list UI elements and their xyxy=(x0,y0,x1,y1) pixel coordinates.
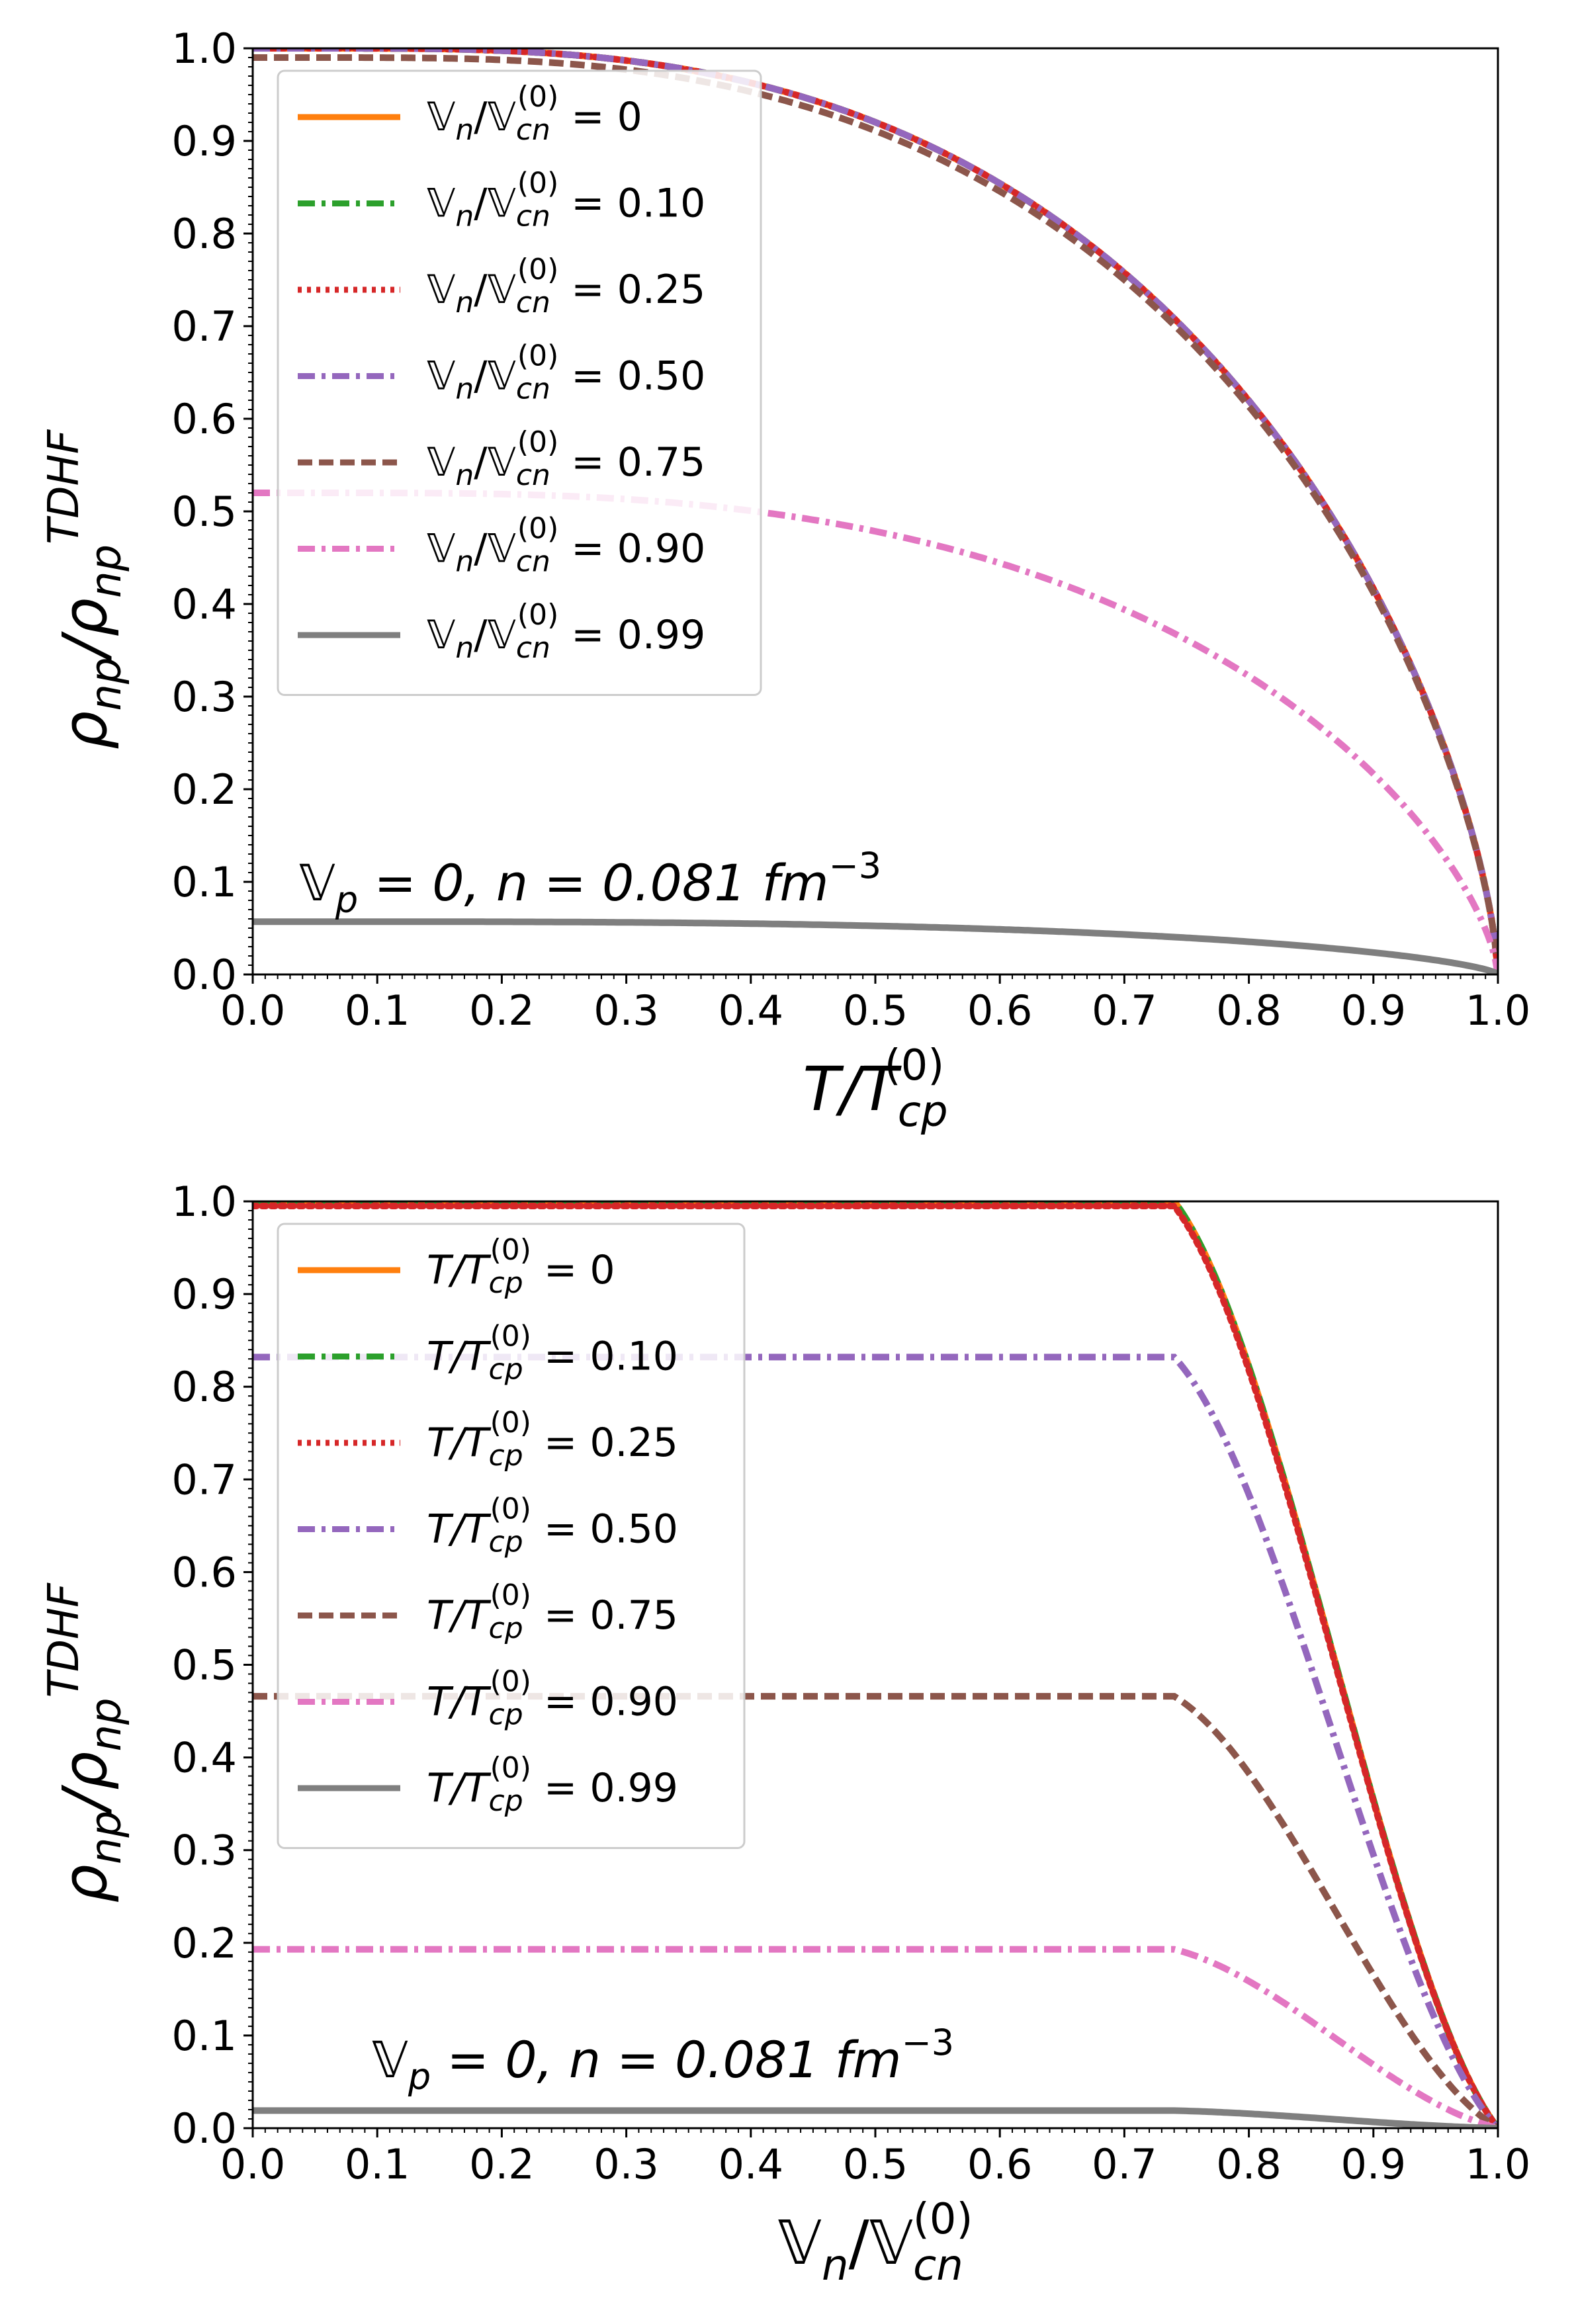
y-axis-label: ρnp/ρnpTDHF xyxy=(40,1582,131,1903)
x-tick-label: 0.1 xyxy=(345,2140,410,2188)
legend-label-0: T/Tcp(0) = 0 xyxy=(427,1233,615,1300)
series-line-0.75 xyxy=(253,54,1498,974)
x-tick-label: 0.2 xyxy=(469,986,535,1035)
series-line-0.50 xyxy=(253,48,1498,974)
y-tick-label: 0.9 xyxy=(171,117,237,165)
x-tick-label: 0.7 xyxy=(1092,986,1157,1035)
chart-panel-2: 0.0 0.1 0.2 0.3 0.4 0.5 0.6 0.7 0.8 0.9 1.0 0.0 0.1 0… xyxy=(40,1178,1530,2290)
y-tick-label: 0.7 xyxy=(171,1455,237,1504)
x-tick-label: 0.5 xyxy=(843,986,908,1035)
x-tick-label: 0.0 xyxy=(220,2140,286,2188)
y-tick-label: 1.0 xyxy=(171,1178,237,1226)
series-line-0.75 xyxy=(253,1693,1498,2128)
legend: T/Tcp(0) = 0 T/Tcp(0) = 0.10 T/Tcp(0) = 0.… xyxy=(277,1223,746,1849)
y-tick-label: 0.2 xyxy=(171,1919,237,1967)
y-tick-label: 0.1 xyxy=(171,2012,237,2060)
y-tick-label: 0.9 xyxy=(171,1270,237,1318)
legend-label-0.25: 𝕍n/𝕍cn(0) = 0.25 xyxy=(427,253,705,320)
x-tick-label: 1.0 xyxy=(1465,986,1531,1035)
y-tick-label: 0.1 xyxy=(171,858,237,906)
y-tick-label: 0.3 xyxy=(171,1827,237,1875)
legend-label-0.90: T/Tcp(0) = 0.90 xyxy=(427,1665,678,1732)
x-tick-label: 0.7 xyxy=(1092,2140,1157,2188)
x-tick-label: 0.4 xyxy=(718,2140,783,2188)
x-tick-label: 0.0 xyxy=(220,986,286,1035)
x-tick-label: 0.1 xyxy=(345,986,410,1035)
x-tick-label: 1.0 xyxy=(1465,2140,1531,2188)
y-tick-label: 0.6 xyxy=(171,395,237,443)
x-tick-label: 0.9 xyxy=(1340,986,1406,1035)
y-tick-label: 0.0 xyxy=(171,2104,237,2153)
y-axis-label: ρnp/ρnpTDHF xyxy=(40,429,131,750)
y-tick-label: 0.5 xyxy=(171,488,237,536)
legend-label-0.99: T/Tcp(0) = 0.99 xyxy=(427,1751,678,1818)
y-tick-label: 1.0 xyxy=(171,24,237,73)
legend-label-0.50: T/Tcp(0) = 0.50 xyxy=(427,1492,678,1559)
x-tick-label: 0.6 xyxy=(967,986,1033,1035)
x-tick-label: 0.4 xyxy=(718,986,783,1035)
legend-box xyxy=(277,69,762,696)
x-axis-label: T/Tcp(0) xyxy=(803,1041,947,1137)
legend-label-0.90: 𝕍n/𝕍cn(0) = 0.90 xyxy=(427,512,705,579)
x-tick-label: 0.3 xyxy=(593,2140,659,2188)
axis-ticks: 0.0 0.1 0.2 0.3 0.4 0.5 0.6 0.7 0.8 0.9 1.0 0.0 0.1 0… xyxy=(171,1178,1530,2188)
y-tick-label: 0.6 xyxy=(171,1548,237,1596)
legend-box xyxy=(277,1223,746,1849)
legend-label-0.10: 𝕍n/𝕍cn(0) = 0.10 xyxy=(427,167,705,234)
x-tick-label: 0.2 xyxy=(469,2140,535,2188)
series-line-0.99 xyxy=(253,918,1498,974)
y-tick-label: 0.5 xyxy=(171,1641,237,1690)
series-line-0.90 xyxy=(253,1946,1498,2128)
y-tick-label: 0.4 xyxy=(171,580,237,628)
y-tick-label: 0.4 xyxy=(171,1734,237,1782)
legend-label-0: 𝕍n/𝕍cn(0) = 0 xyxy=(427,80,642,147)
legend-label-0.99: 𝕍n/𝕍cn(0) = 0.99 xyxy=(427,598,705,665)
x-tick-label: 0.5 xyxy=(843,2140,908,2188)
legend-label-0.50: 𝕍n/𝕍cn(0) = 0.50 xyxy=(427,339,705,406)
x-tick-label: 0.6 xyxy=(967,2140,1033,2188)
x-axis-label: 𝕍n/𝕍cn(0) xyxy=(778,2195,973,2290)
series-line-0.99 xyxy=(253,2107,1498,2128)
legend-label-0.10: T/Tcp(0) = 0.10 xyxy=(427,1320,678,1387)
y-tick-label: 0.8 xyxy=(171,1363,237,1411)
legend-label-0.25: T/Tcp(0) = 0.25 xyxy=(427,1406,678,1473)
legend-label-0.75: T/Tcp(0) = 0.75 xyxy=(427,1578,678,1645)
chart-panel-1: 0.0 0.1 0.2 0.3 0.4 0.5 0.6 0.7 0.8 0.9 1.0 0.0 0.1 0… xyxy=(40,24,1530,1137)
legend: 𝕍n/𝕍cn(0) = 0 𝕍n/𝕍cn(0) = 0.10 𝕍n/𝕍cn(0) =… xyxy=(277,69,762,696)
annotation-text: 𝕍p = 0, n = 0.081 fm−3 xyxy=(372,2022,954,2098)
x-tick-label: 0.8 xyxy=(1216,2140,1282,2188)
y-tick-label: 0.8 xyxy=(171,210,237,258)
x-tick-label: 0.3 xyxy=(593,986,659,1035)
x-tick-label: 0.9 xyxy=(1340,2140,1406,2188)
y-tick-label: 0.3 xyxy=(171,673,237,721)
y-tick-label: 0.7 xyxy=(171,302,237,351)
legend-label-0.75: 𝕍n/𝕍cn(0) = 0.75 xyxy=(427,425,705,492)
series-line-0.25 xyxy=(253,1203,1498,2128)
x-tick-label: 0.8 xyxy=(1216,986,1282,1035)
axis-ticks: 0.0 0.1 0.2 0.3 0.4 0.5 0.6 0.7 0.8 0.9 1.0 0.0 0.1 0… xyxy=(171,24,1530,1035)
series-group xyxy=(253,1201,1498,2128)
y-tick-label: 0.0 xyxy=(171,951,237,999)
y-tick-label: 0.2 xyxy=(171,765,237,814)
annotation-text: 𝕍p = 0, n = 0.081 fm−3 xyxy=(299,845,881,921)
